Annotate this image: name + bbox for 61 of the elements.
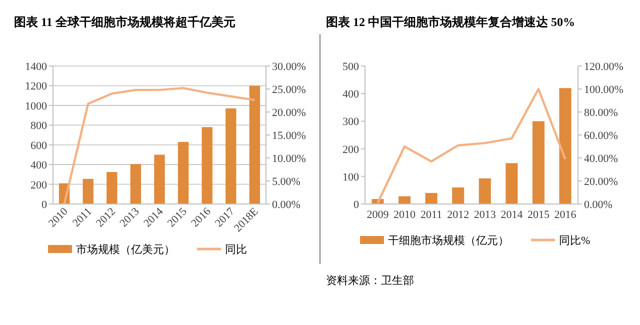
- line-series: [376, 88, 566, 204]
- bar: [478, 178, 491, 204]
- legend-label: 干细胞市场规模（亿元）: [388, 234, 509, 247]
- bar: [452, 187, 464, 204]
- y-tick-label: 200: [342, 144, 360, 156]
- bar: [506, 163, 518, 204]
- y2-tick-label: 10.00%: [272, 153, 306, 165]
- legend-label: 市场规模（亿美元）: [76, 243, 175, 256]
- y-tick-label: 500: [342, 61, 360, 73]
- y2-tick-label: 60.00%: [584, 130, 618, 142]
- y2-tick-label: 5.00%: [272, 176, 300, 188]
- legend-label: 同比: [225, 243, 247, 256]
- bar: [226, 108, 236, 204]
- line-series: [63, 86, 256, 206]
- y-tick-label: 200: [30, 179, 48, 192]
- bar: [532, 121, 545, 204]
- y2-tick-label: 30.00%: [272, 61, 306, 73]
- y-tick-label: 100: [342, 171, 360, 184]
- y2-tick-label: 0.00%: [584, 199, 612, 211]
- x-tick-label: 2013: [474, 209, 496, 221]
- chart-title: 图表 12 中国干细胞市场规模年复合增速达 50%: [326, 15, 575, 29]
- bar: [130, 164, 142, 204]
- y2-tick-label: 20.00%: [272, 107, 306, 119]
- y2-tick-label: 80.00%: [584, 107, 618, 119]
- y2-tick-label: 120.00%: [584, 61, 624, 73]
- y2-tick-label: 0.00%: [272, 199, 300, 211]
- bar: [559, 88, 572, 204]
- bar: [106, 172, 118, 204]
- x-tick-label: 2009: [366, 209, 390, 221]
- legend-label: 同比%: [559, 234, 590, 247]
- y-tick-label: 0: [42, 199, 48, 211]
- y-tick-label: 600: [30, 140, 48, 152]
- chart-title: 图表 11 全球干细胞市场规模将超千亿美元: [14, 15, 236, 29]
- y2-tick-label: 20.00%: [584, 176, 618, 188]
- x-tick-label: 2011: [420, 209, 442, 221]
- y-tick-label: 400: [30, 160, 48, 172]
- y-tick-label: 400: [342, 88, 360, 101]
- y-tick-label: 800: [30, 120, 48, 132]
- x-tick-label: 2011: [70, 206, 94, 230]
- bar: [398, 196, 411, 204]
- y-tick-label: 1400: [25, 61, 48, 73]
- x-tick-label: 2016: [554, 209, 577, 221]
- bar: [425, 192, 438, 204]
- y2-tick-label: 25.00%: [272, 84, 306, 96]
- bar: [154, 154, 165, 204]
- y2-tick-label: 15.00%: [272, 130, 306, 142]
- y-tick-label: 1200: [25, 80, 48, 93]
- y-tick-label: 0: [354, 199, 360, 211]
- bar: [82, 178, 94, 204]
- y2-tick-label: 40.00%: [584, 153, 618, 165]
- y2-tick-label: 100.00%: [584, 84, 624, 96]
- bar: [202, 127, 212, 204]
- x-tick-label: 2014: [500, 209, 524, 221]
- x-tick-label: 2012: [447, 209, 470, 221]
- bar: [178, 142, 189, 204]
- y-tick-label: 1000: [25, 100, 48, 112]
- y-tick-label: 300: [342, 116, 360, 128]
- x-tick-label: 2015: [527, 209, 550, 221]
- x-tick-label: 2010: [394, 209, 416, 221]
- text: 资料来源：卫生部: [326, 274, 414, 287]
- bar: [249, 86, 260, 204]
